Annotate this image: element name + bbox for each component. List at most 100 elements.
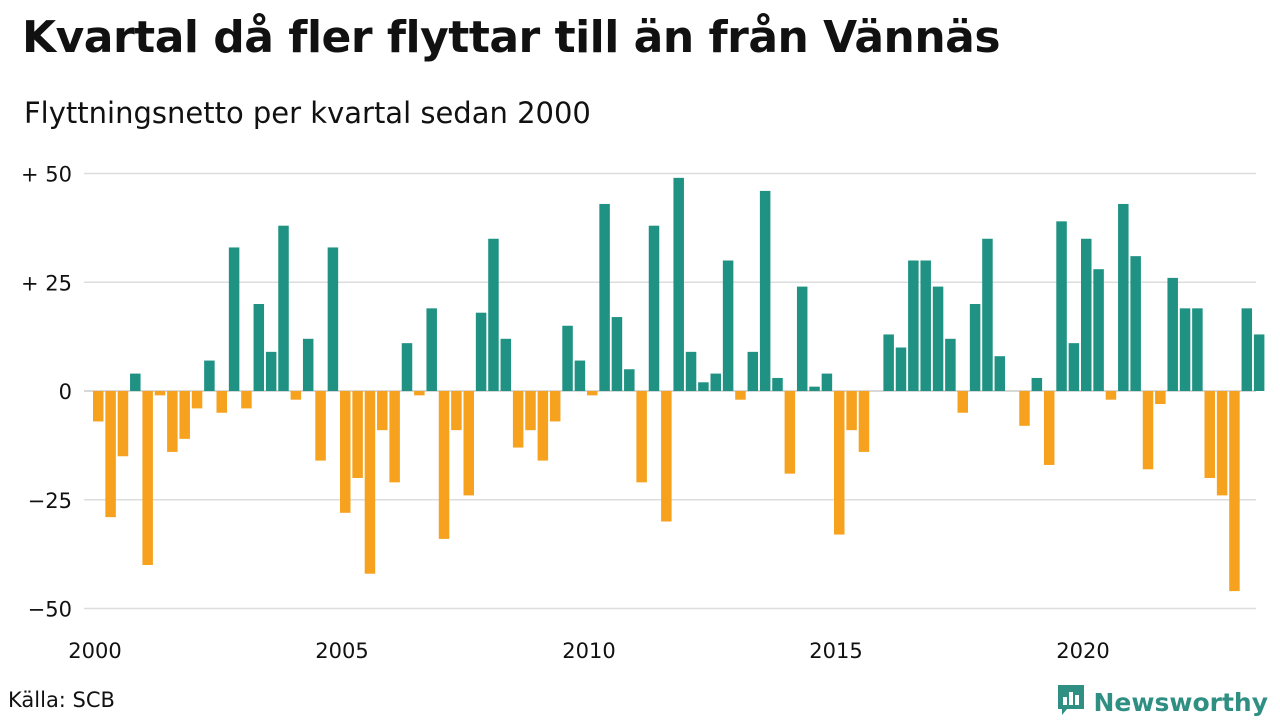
bar: [661, 391, 672, 522]
bar: [488, 238, 499, 391]
bar: [821, 373, 833, 391]
bar: [759, 190, 771, 391]
bar: [475, 312, 487, 391]
chart-title: Kvartal då fler flyttar till än från Vän…: [22, 12, 1001, 63]
bar: [957, 391, 968, 413]
x-tick-label: 2010: [562, 639, 615, 663]
bar: [1253, 334, 1265, 391]
source-label: Källa: SCB: [8, 688, 115, 712]
y-tick-label: 0: [59, 380, 72, 404]
y-tick-label: + 50: [21, 163, 72, 187]
bar: [1118, 203, 1129, 391]
bar: [500, 338, 512, 391]
bar: [1068, 343, 1080, 391]
bar: [858, 391, 870, 452]
bar: [599, 203, 610, 391]
bar: [340, 391, 351, 513]
chart-subtitle: Flyttningsnetto per kvartal sedan 2000: [24, 96, 591, 130]
bar: [537, 391, 549, 461]
bar: [747, 351, 759, 391]
bar: [93, 391, 104, 422]
bar: [265, 351, 277, 391]
bar: [253, 304, 265, 391]
bar: [1093, 269, 1104, 391]
bar: [636, 391, 647, 483]
bar: [698, 382, 709, 391]
bar: [809, 386, 820, 391]
bar: [1167, 277, 1178, 391]
bar: [562, 325, 573, 391]
bar: [772, 377, 783, 391]
bar: [463, 391, 474, 496]
bar: [1229, 391, 1240, 592]
bar: [908, 260, 919, 391]
bar: [204, 360, 215, 391]
bar: [982, 238, 993, 391]
y-tick-label: −25: [28, 489, 72, 513]
bar: [722, 260, 734, 391]
bar: [994, 356, 1006, 391]
bar: [290, 391, 302, 400]
bar: [710, 373, 721, 391]
x-tick-label: 2015: [809, 639, 862, 663]
bar: [834, 391, 845, 535]
bar: [377, 391, 388, 431]
bar: [624, 369, 635, 391]
bar: [1155, 391, 1166, 405]
bar: [278, 225, 289, 391]
bar: [414, 391, 425, 396]
bar: [1179, 308, 1191, 391]
bar: [1056, 221, 1067, 391]
bar: [302, 338, 314, 391]
bar: [216, 391, 227, 413]
bar: [228, 247, 240, 391]
bar: [191, 391, 203, 409]
bar: [883, 334, 894, 391]
bar: [1019, 391, 1030, 426]
x-tick-label: 2020: [1056, 639, 1109, 663]
bar: [179, 391, 190, 439]
bar: [1192, 308, 1203, 391]
bar: [364, 391, 376, 574]
bar: [784, 391, 796, 474]
bar: [327, 247, 339, 391]
bar: [438, 391, 450, 539]
bar: [895, 347, 907, 391]
bar: [130, 373, 141, 391]
bar: [315, 391, 326, 461]
bar: [451, 391, 462, 431]
brand-logo[interactable]: Newsworthy: [1056, 683, 1269, 721]
bar: [673, 177, 684, 391]
bar: [796, 286, 808, 391]
bar: [1130, 256, 1141, 391]
x-axis-labels: 2000 2005 2010 2015 2020: [68, 639, 1109, 663]
bar: [574, 360, 586, 391]
bar: [1105, 391, 1117, 400]
bars: [93, 177, 1265, 592]
bar: [352, 391, 363, 478]
bar: [969, 304, 981, 391]
bar: [105, 391, 116, 518]
y-axis-labels: + 50 + 25 0 −25 −50: [21, 163, 72, 622]
bar: [587, 391, 598, 396]
x-tick-label: 2000: [68, 639, 121, 663]
bar: [117, 391, 129, 457]
bar: [945, 338, 956, 391]
y-tick-label: −50: [28, 598, 72, 622]
bar: [241, 391, 252, 409]
bar: [611, 317, 623, 391]
brand-name: Newsworthy: [1093, 687, 1269, 717]
bar: [1204, 391, 1215, 478]
y-tick-label: + 25: [21, 271, 72, 295]
bar: [735, 391, 746, 400]
bar: [1241, 308, 1253, 391]
bar: [525, 391, 536, 431]
bar: [512, 391, 524, 448]
bar: [389, 391, 400, 483]
bar: [685, 351, 697, 391]
bar: [1142, 391, 1154, 470]
bar: [932, 286, 944, 391]
bar: [846, 391, 857, 431]
x-tick-label: 2005: [315, 639, 368, 663]
